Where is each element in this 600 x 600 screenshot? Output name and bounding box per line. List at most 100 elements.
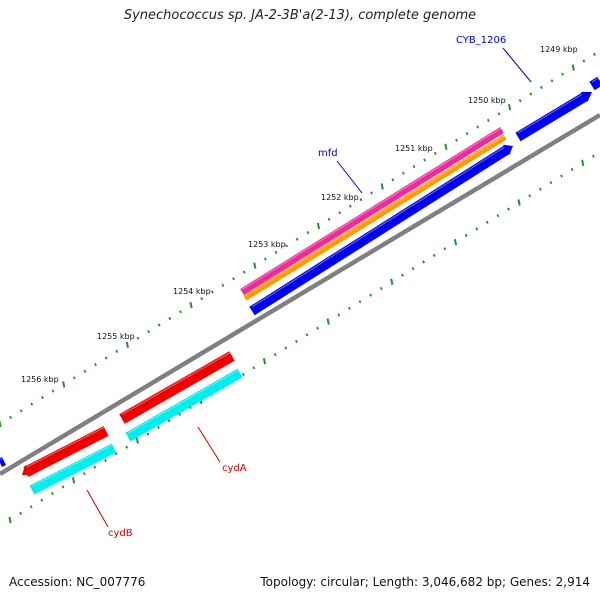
minor-tick xyxy=(82,472,86,476)
minor-tick xyxy=(263,257,267,261)
gene-mfd-orange-bar-highlight xyxy=(244,134,506,297)
minor-tick xyxy=(347,306,351,310)
minor-tick xyxy=(40,498,44,502)
major-tick xyxy=(135,437,139,444)
gene-label[interactable]: cydA xyxy=(222,463,247,474)
minor-tick xyxy=(241,372,245,377)
major-tick xyxy=(125,341,129,348)
gene-cyb1206-bar xyxy=(515,91,589,142)
minor-tick xyxy=(369,293,373,297)
gene-left-fragment-highlight xyxy=(0,456,5,461)
gene-bars xyxy=(0,76,600,495)
minor-tick xyxy=(539,85,543,90)
minor-tick xyxy=(83,369,87,373)
minor-tick xyxy=(358,300,362,304)
gene-label-leader xyxy=(502,47,532,83)
minor-tick xyxy=(61,485,65,489)
minor-tick xyxy=(19,409,23,413)
gene-label-leader xyxy=(86,489,109,528)
tick-label: 1251 kbp xyxy=(395,144,433,153)
minor-tick xyxy=(422,260,426,264)
minor-tick xyxy=(529,92,533,96)
minor-tick xyxy=(485,220,489,224)
major-tick xyxy=(189,302,193,309)
gene-cydb-cyan-bar-highlight xyxy=(31,443,115,487)
tick-labels: 1249 kbp 1250 kbp 1251 kbp 1252 kbp 1253 kbp… xyxy=(21,45,578,384)
minor-tick xyxy=(370,191,374,195)
minor-tick xyxy=(401,171,405,175)
minor-tick xyxy=(507,207,510,211)
minor-tick xyxy=(518,98,522,103)
major-tick xyxy=(517,199,521,206)
minor-tick xyxy=(93,465,97,469)
minor-tick xyxy=(295,237,299,241)
gene-mfd-magenta-bar xyxy=(240,127,504,295)
gene-cyb1206-arrow xyxy=(580,91,592,103)
major-tick xyxy=(326,318,330,325)
genome-stats-text: Topology: circular; Length: 3,046,682 bp… xyxy=(260,575,590,589)
gene-mfd-orange-bar xyxy=(243,134,507,301)
minor-tick xyxy=(9,415,13,420)
minor-tick xyxy=(570,167,574,172)
gene-cyda-cyan-bar-highlight xyxy=(127,368,241,434)
minor-tick xyxy=(582,59,586,63)
minor-tick xyxy=(114,452,118,456)
minor-tick xyxy=(433,151,437,156)
minor-tick xyxy=(157,425,160,430)
tick-label: 1252 kbp xyxy=(321,193,359,202)
minor-tick xyxy=(455,138,458,142)
minor-tick xyxy=(412,164,416,169)
gene-label[interactable]: mfd xyxy=(318,148,338,159)
gene-mfd-arrow xyxy=(503,144,513,156)
minor-tick xyxy=(423,158,427,162)
gene-cyda-red-bar xyxy=(119,351,235,424)
map-title: Synechococcus sp. JA-2-3B'a(2-13), compl… xyxy=(123,8,477,23)
minor-tick xyxy=(284,346,288,350)
minor-tick xyxy=(104,356,108,360)
major-tick xyxy=(262,358,267,365)
gene-cydb-red-bar-highlight xyxy=(25,425,107,469)
major-tick xyxy=(444,143,448,150)
minor-tick xyxy=(379,286,383,291)
tick-label: 1253 kbp xyxy=(248,240,286,249)
minor-tick xyxy=(591,154,595,158)
major-tick xyxy=(316,222,321,230)
gene-cydb-cyan-bar xyxy=(29,443,117,495)
minor-tick xyxy=(125,445,129,449)
minor-tick xyxy=(411,266,415,271)
major-tick xyxy=(453,239,458,246)
minor-tick xyxy=(294,339,298,344)
major-tick xyxy=(72,477,76,484)
minor-tick xyxy=(400,273,404,277)
minor-tick xyxy=(200,296,204,301)
minor-tick xyxy=(464,233,468,238)
minor-tick xyxy=(359,197,363,202)
gene-label[interactable]: CYB_1206 xyxy=(456,35,506,46)
minor-tick xyxy=(136,336,140,340)
gene-cydb-arrow xyxy=(22,464,33,476)
major-tick xyxy=(0,420,2,428)
minor-tick xyxy=(465,131,469,136)
minor-tick xyxy=(327,217,331,222)
minor-tick xyxy=(232,277,235,281)
minor-tick xyxy=(51,389,55,393)
gene-neighbor-bar xyxy=(589,76,600,91)
gene-neighbor-bar-highlight xyxy=(591,76,600,83)
minor-tick xyxy=(338,211,342,215)
minor-tick xyxy=(147,329,151,334)
minor-tick xyxy=(221,283,225,288)
minor-tick xyxy=(115,349,119,354)
minor-tick xyxy=(348,204,352,208)
major-tick xyxy=(253,262,257,269)
minor-tick xyxy=(285,244,289,248)
major-tick xyxy=(508,104,512,111)
gene-cyda-red-bar-highlight xyxy=(121,350,233,416)
gene-label[interactable]: cydB xyxy=(108,528,133,539)
minor-tick xyxy=(167,419,171,423)
gene-mfd-blue-bar xyxy=(249,144,511,316)
gene-cyb1206-bar-highlight xyxy=(517,91,587,134)
gene-left-fragment xyxy=(0,456,7,468)
minor-tick xyxy=(179,310,182,314)
